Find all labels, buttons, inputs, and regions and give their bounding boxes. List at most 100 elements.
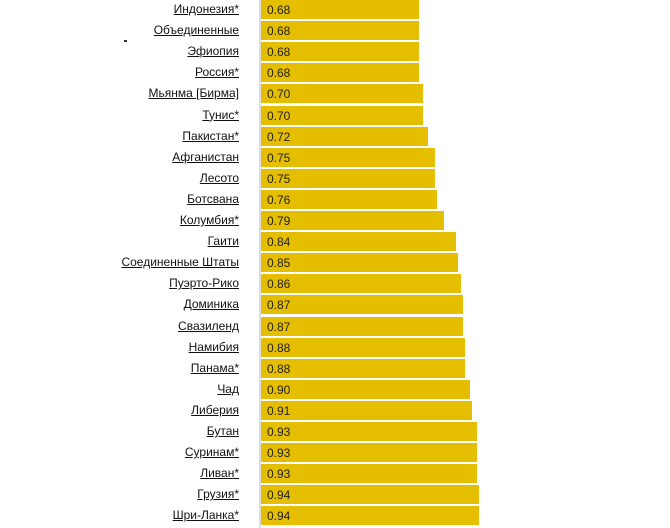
category-label[interactable]: Объединенные [153,23,239,38]
data-label: 0.70 [267,108,291,123]
bar-row: Колумбия* 0.79 [0,210,670,231]
bar [261,316,463,336]
category-label[interactable]: Панама* [190,360,239,375]
data-label: 0.75 [267,171,291,186]
category-label[interactable]: Намибия [188,339,239,354]
category-label[interactable]: Бутан [206,424,239,438]
category-axis-line [259,0,261,528]
bar [261,337,465,357]
category-label[interactable]: Ливан* [200,466,239,481]
bar [261,105,423,125]
bar [261,485,479,505]
bar [261,253,458,273]
data-label: 0.76 [267,192,291,207]
data-label: 0.68 [267,24,291,39]
bar [261,443,477,463]
bar [261,63,419,83]
bar [261,400,472,420]
data-label: 0.93 [267,425,291,439]
data-label: 0.88 [267,340,291,355]
bar-row: Лесото 0.75 [0,168,670,189]
data-label: 0.68 [267,66,291,81]
data-label: 0.79 [267,214,291,228]
data-label: 0.87 [267,298,291,313]
bar [261,232,456,252]
bar [261,21,419,41]
data-label: 0.75 [267,150,291,165]
bar [261,274,461,294]
bar [261,464,477,484]
category-label[interactable]: Афганистан [172,149,239,164]
bar-row: Суринам* 0.93 [0,442,670,463]
decorative-mark [124,40,127,42]
data-label: 0.93 [267,467,291,482]
bar [261,189,437,209]
data-label: 0.85 [267,256,291,271]
category-label[interactable]: Соединенные Штаты [121,255,239,270]
bar-row: Ливан* 0.93 [0,463,670,484]
bar-row: Гаити 0.84 [0,231,670,252]
category-label[interactable]: Гаити [207,234,239,249]
bar [261,147,435,167]
data-label: 0.93 [267,446,291,461]
bar-row: Чад 0.90 [0,379,670,400]
data-label: 0.70 [267,87,291,102]
bar [261,168,435,188]
category-label[interactable]: Мьянма [Бирма] [148,86,239,101]
category-label[interactable]: Грузия* [197,487,239,502]
data-label: 0.88 [267,361,291,376]
category-label[interactable]: Эфиопия [187,44,239,59]
bar-row: Ботсвана 0.76 [0,189,670,210]
category-label[interactable]: Свазиленд [178,318,239,333]
category-label[interactable]: Пуэрто-Рико [169,276,239,291]
category-label[interactable]: Шри-Ланка* [172,508,239,523]
bar-row: Свазиленд 0.87 [0,316,670,337]
category-label[interactable]: Лесото [199,170,239,185]
bar [261,506,479,526]
bar-row: Либерия 0.91 [0,400,670,421]
bar-row: Пуэрто-Рико 0.86 [0,273,670,294]
bar [261,84,423,104]
bar [261,422,477,441]
bar [261,211,444,230]
data-label: 0.94 [267,509,291,524]
category-label[interactable]: Индонезия* [173,2,239,16]
data-label: 0.87 [267,319,291,334]
bar [261,358,465,378]
bar-row: Россия* 0.68 [0,62,670,83]
bar-row: Соединенные Штаты 0.85 [0,252,670,273]
category-label[interactable]: Ботсвана [187,191,239,206]
bar-row: Панама* 0.88 [0,358,670,379]
bar-row: Бутан 0.93 [0,421,670,442]
data-label: 0.84 [267,235,291,250]
bar [261,126,428,146]
bar [261,42,419,62]
bar-row: Объединенные 0.68 [0,20,670,41]
bar-row: Шри-Ланка* 0.94 [0,505,670,526]
bar-row: Эфиопия 0.68 [0,41,670,62]
bar-row: Афганистан 0.75 [0,147,670,168]
category-label[interactable]: Россия* [194,65,239,80]
category-label[interactable]: Колумбия* [179,213,239,227]
category-label[interactable]: Суринам* [184,445,239,460]
data-label: 0.68 [267,3,291,17]
bar-row: Доминика 0.87 [0,294,670,315]
bar-row: Мьянма [Бирма] 0.70 [0,83,670,104]
category-label[interactable]: Пакистан* [182,128,239,143]
bar-row: Тунис* 0.70 [0,105,670,126]
category-label[interactable]: Доминика [183,297,239,312]
bar-row: Грузия* 0.94 [0,484,670,505]
data-label: 0.94 [267,488,291,503]
data-label: 0.90 [267,382,291,397]
bar [261,295,463,315]
category-label[interactable]: Чад [217,381,239,396]
data-label: 0.68 [267,45,291,60]
bar-row: Пакистан* 0.72 [0,126,670,147]
category-label[interactable]: Тунис* [202,107,239,122]
bar [261,0,419,19]
bar-row: Индонезия* 0.68 [0,0,670,20]
category-label[interactable]: Либерия [191,402,239,417]
bar-row: Намибия 0.88 [0,337,670,358]
bar [261,379,470,399]
